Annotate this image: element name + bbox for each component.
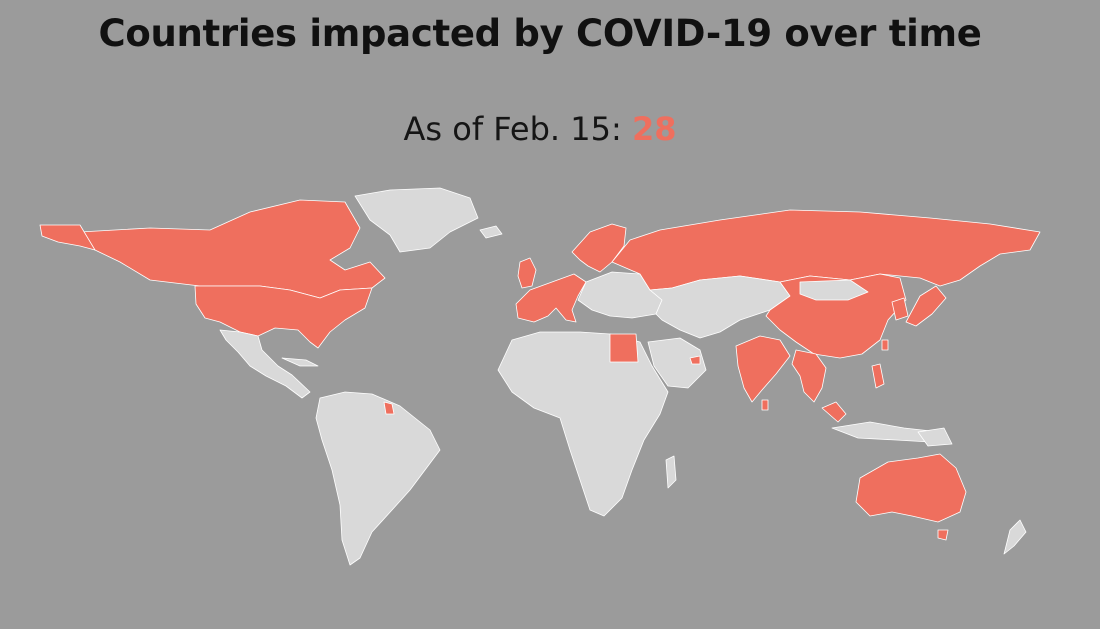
region-sri-lanka: [761, 399, 769, 411]
region-korea: [891, 297, 909, 321]
region-south-america: [315, 391, 441, 566]
affected-count: 28: [631, 110, 677, 148]
region-central-asia-middle-east: [649, 275, 791, 339]
page-title: Countries impacted by COVID-19 over time: [98, 12, 982, 55]
region-caribbean: [281, 357, 319, 367]
region-papua-new-guinea: [917, 427, 953, 447]
region-india: [735, 335, 791, 403]
region-united-kingdom: [517, 257, 537, 289]
region-united-states: [194, 285, 373, 349]
region-canada: [79, 199, 386, 299]
region-western-europe: [515, 273, 587, 323]
region-greenland: [354, 187, 479, 253]
region-australia: [855, 453, 967, 523]
region-iceland: [479, 225, 503, 239]
region-tasmania: [937, 529, 949, 541]
region-africa: [497, 331, 669, 517]
region-taiwan: [881, 339, 889, 351]
region-french-guiana: [383, 401, 395, 415]
subtitle: As of Feb. 15: 28: [0, 110, 1080, 148]
region-mongolia: [799, 279, 869, 301]
subtitle-prefix: As of Feb. 15:: [403, 110, 622, 148]
region-china: [765, 273, 907, 359]
region-egypt: [609, 333, 639, 363]
region-scandinavia: [571, 223, 627, 273]
region-alaska: [39, 224, 96, 251]
world-map: [39, 187, 1041, 566]
region-southeast-asia: [791, 349, 827, 403]
region-new-zealand: [1003, 519, 1027, 555]
region-philippines: [871, 363, 885, 389]
region-uae: [689, 355, 701, 365]
region-arabian-peninsula: [647, 337, 707, 389]
region-malaysia: [821, 401, 847, 423]
region-madagascar: [665, 455, 677, 489]
region-japan: [905, 285, 947, 327]
region-mexico-central-america: [219, 329, 311, 399]
